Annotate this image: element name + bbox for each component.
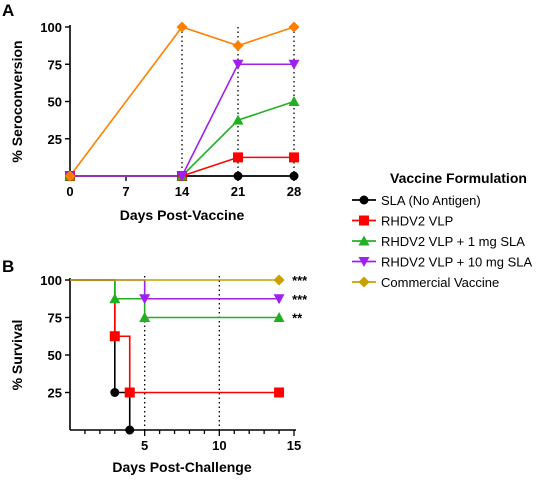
- panel-a-y-tick-label: 100: [40, 20, 62, 35]
- panel-b-series-line: [70, 279, 131, 430]
- panel-b-y-tick-label: 50: [48, 348, 62, 363]
- legend-marker: [358, 235, 370, 246]
- panel-b-y-tick-label: 100: [40, 273, 62, 288]
- legend-item-1: RHDV2 VLP: [352, 214, 453, 229]
- panel-a-y-tick-label: 50: [48, 95, 62, 110]
- panel-a-y-tick-label: 75: [48, 57, 62, 72]
- panel-a-point: [176, 171, 188, 182]
- panel-a-point: [232, 114, 244, 125]
- panel-a-point: [288, 59, 300, 70]
- legend-label: Commercial Vaccine: [381, 275, 499, 290]
- legend-marker: [358, 276, 370, 288]
- legend-item-3: RHDV2 VLP + 10 mg SLA: [352, 255, 532, 270]
- panel-a-x-tick-label: 14: [175, 184, 190, 199]
- panel-b-x-tick-label: 15: [287, 438, 301, 453]
- legend-item-0: SLA (No Antigen): [352, 193, 481, 208]
- panel-b-point: [124, 387, 135, 398]
- panel-b-y-tick-label: 75: [48, 311, 62, 326]
- panel-a-letter: A: [2, 1, 14, 20]
- panel-a-point: [289, 152, 299, 163]
- panel-b-x-axis-title: Days Post-Challenge: [112, 459, 251, 475]
- panel-a-x-axis-title: Days Post-Vaccine: [120, 207, 245, 223]
- legend-marker: [358, 257, 370, 267]
- legend-title: Vaccine Formulation: [390, 170, 527, 186]
- panel-b-point: [273, 312, 285, 322]
- panel-b-point: [110, 388, 120, 397]
- panel-b-y-axis-title: % Survival: [9, 320, 25, 391]
- legend-label: SLA (No Antigen): [381, 193, 481, 208]
- panel-b-letter: B: [2, 257, 14, 276]
- legend-label: RHDV2 VLP + 10 mg SLA: [381, 255, 532, 270]
- legend-label: RHDV2 VLP + 1 mg SLA: [381, 234, 525, 249]
- panel-a-point: [233, 171, 243, 181]
- panel-a-point: [232, 40, 244, 52]
- panel-a-y-axis-title: % Seroconversion: [9, 40, 25, 162]
- panel-b-x-tick-label: 5: [141, 438, 148, 453]
- panel-b-series-line: [70, 279, 280, 300]
- panel-a-point: [288, 21, 300, 33]
- panel-b-y-tick-label: 25: [48, 386, 62, 401]
- panel-b-series-3: [70, 279, 280, 300]
- panel-b-series-1: [70, 279, 280, 394]
- panel-a-point: [176, 21, 188, 33]
- panel-a-point: [232, 59, 244, 70]
- panel-b-chart: 5 10 15 25 50 75 100 Days Post-Challenge % Survi…: [9, 273, 308, 475]
- panel-a-x-tick-label: 28: [287, 184, 301, 199]
- panel-b-significance-label: ***: [292, 292, 308, 307]
- panel-b-point: [109, 331, 120, 342]
- panel-b-point: [274, 387, 285, 398]
- legend-label: RHDV2 VLP: [381, 214, 453, 229]
- panel-a-series-3: [70, 63, 294, 177]
- panel-a-x-tick-label: 7: [122, 184, 129, 199]
- panel-b-series-0: [70, 279, 131, 430]
- panel-a-point: [64, 170, 76, 182]
- panel-a-y-tick-label: 25: [48, 132, 62, 147]
- legend-item-4: Commercial Vaccine: [352, 275, 499, 290]
- panel-a-series-line: [70, 63, 294, 177]
- panel-a-x-tick-label: 0: [66, 184, 73, 199]
- panel-a-chart: 0 7 14 21 28 25 50 75 100 Days Post-Vaccine % Sero…: [9, 20, 301, 223]
- panel-b-point: [109, 293, 121, 304]
- panel-b-point: [139, 312, 151, 322]
- panel-a-series-4: [69, 26, 295, 177]
- panel-b-x-tick-label: 10: [212, 438, 226, 453]
- panel-b-series-line: [70, 279, 280, 394]
- panel-a-point: [233, 152, 243, 163]
- panel-b-point: [273, 274, 285, 286]
- panel-b-significance-label: ***: [292, 273, 308, 288]
- legend-item-2: RHDV2 VLP + 1 mg SLA: [352, 234, 525, 249]
- panel-a-point: [288, 96, 300, 106]
- panel-b-point: [125, 425, 135, 435]
- legend: Vaccine Formulation SLA (No Antigen) RHDV…: [352, 170, 532, 290]
- panel-a-x-tick-label: 21: [231, 184, 245, 199]
- panel-a-series-line: [69, 26, 295, 177]
- panel-b-point: [139, 294, 151, 305]
- panel-b-significance-label: **: [292, 311, 303, 326]
- legend-marker: [359, 195, 369, 205]
- panel-b-point: [273, 294, 285, 305]
- panel-a-point: [289, 171, 299, 181]
- legend-marker: [359, 215, 369, 226]
